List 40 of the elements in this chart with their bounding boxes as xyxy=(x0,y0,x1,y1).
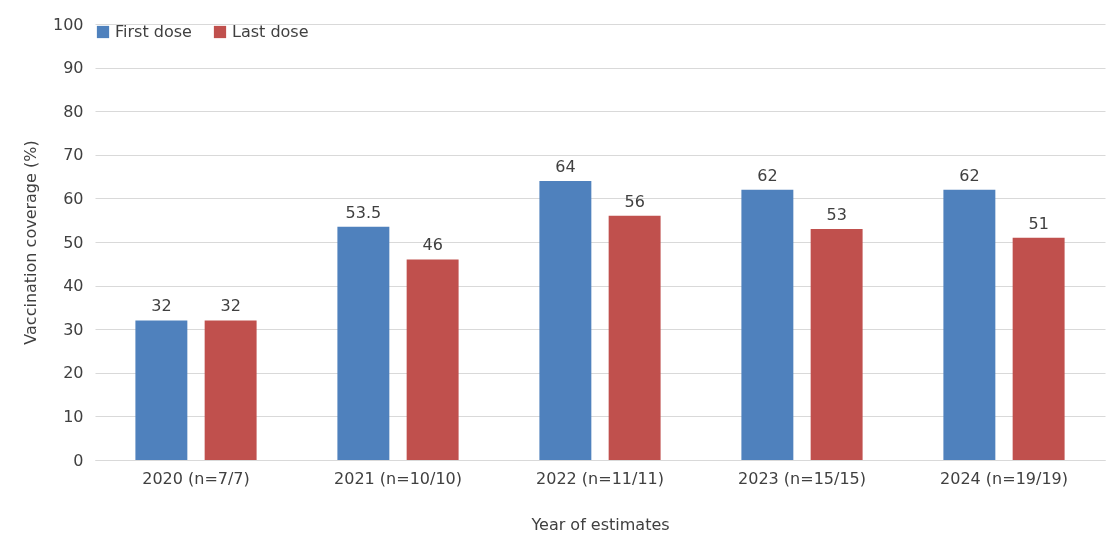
y-tick-label: 80 xyxy=(63,101,84,121)
y-axis-title: Vaccination coverage (%) xyxy=(20,140,40,345)
legend-label: Last dose xyxy=(232,22,309,41)
y-tick-label: 90 xyxy=(63,58,84,78)
data-label: 32 xyxy=(151,296,172,316)
data-label: 53.5 xyxy=(345,202,382,222)
y-tick-label: 60 xyxy=(63,188,84,208)
y-tick-label: 30 xyxy=(63,319,84,339)
data-label: 64 xyxy=(555,156,576,176)
y-tick-label: 70 xyxy=(63,145,84,165)
bar xyxy=(943,189,996,460)
bar xyxy=(608,215,661,460)
bar xyxy=(337,226,390,460)
bar xyxy=(539,180,592,460)
bar xyxy=(204,320,257,460)
x-tick-label: 2021 (n=10/10) xyxy=(334,468,462,488)
data-label: 51 xyxy=(1028,213,1049,233)
x-tick-label: 2020 (n=7/7) xyxy=(142,468,250,488)
y-tick-label: 0 xyxy=(73,450,84,470)
data-label: 32 xyxy=(220,296,241,316)
data-label: 46 xyxy=(422,235,443,255)
x-axis-title: Year of estimates xyxy=(530,514,670,534)
bar xyxy=(810,228,863,460)
x-tick-label: 2023 (n=15/15) xyxy=(738,468,866,488)
bar xyxy=(406,259,459,460)
data-label: 56 xyxy=(624,191,645,211)
legend-label: First dose xyxy=(115,22,192,41)
bar xyxy=(135,320,188,460)
bar xyxy=(1012,237,1065,460)
y-tick-label: 20 xyxy=(63,363,84,383)
y-tick-label: 50 xyxy=(63,232,84,252)
y-tick-label: 10 xyxy=(63,406,84,426)
x-tick-label: 2024 (n=19/19) xyxy=(940,468,1068,488)
bar xyxy=(741,189,794,460)
data-label: 53 xyxy=(826,204,847,224)
y-tick-label: 40 xyxy=(63,276,84,296)
data-label: 62 xyxy=(959,165,980,185)
data-label: 62 xyxy=(757,165,778,185)
x-tick-label: 2022 (n=11/11) xyxy=(536,468,664,488)
y-tick-label: 100 xyxy=(52,14,84,34)
